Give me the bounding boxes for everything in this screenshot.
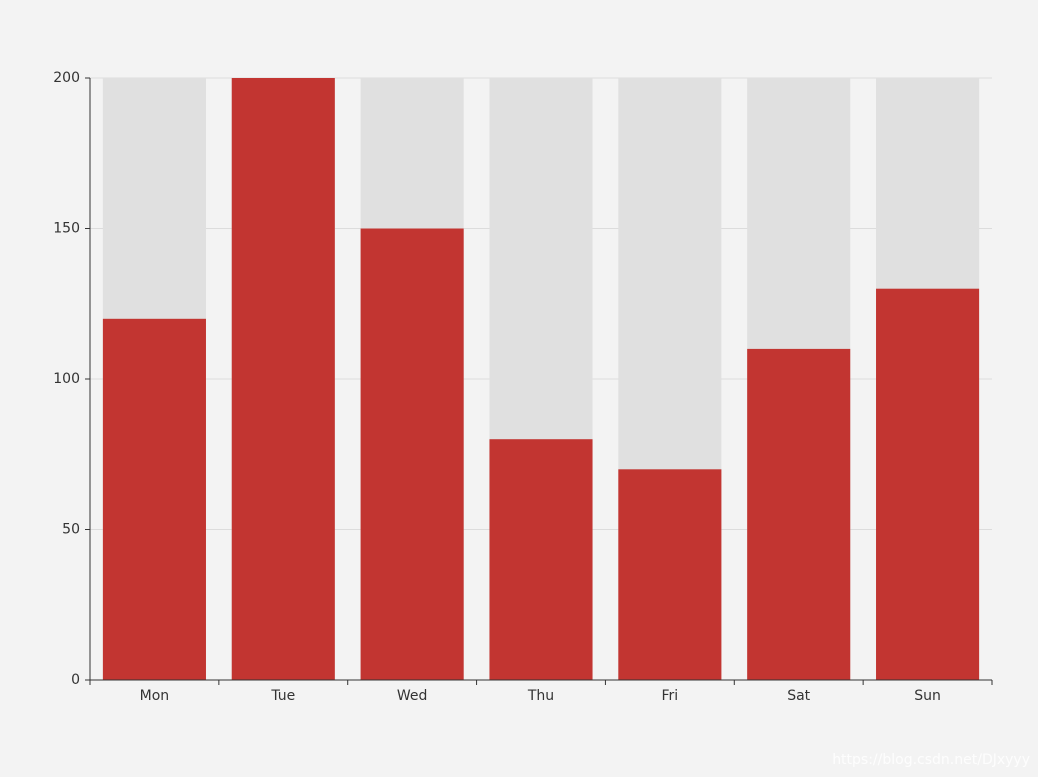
- x-tick-label: Fri: [662, 688, 679, 704]
- bar: [102, 318, 206, 680]
- x-tick-label: Tue: [270, 688, 295, 704]
- y-tick-label: 0: [71, 672, 80, 688]
- x-tick-label: Sat: [787, 688, 810, 704]
- x-tick-label: Thu: [527, 688, 554, 704]
- y-tick-label: 50: [62, 522, 80, 538]
- x-tick-label: Wed: [397, 688, 428, 704]
- bar: [747, 348, 851, 680]
- y-tick-label: 100: [53, 371, 80, 387]
- bar: [489, 439, 593, 680]
- x-tick-label: Sun: [914, 688, 941, 704]
- watermark: https://blog.csdn.net/DJxyyy: [832, 752, 1030, 768]
- y-tick-label: 150: [53, 221, 80, 237]
- bar: [231, 78, 335, 680]
- bar: [618, 469, 722, 680]
- bar: [360, 228, 464, 680]
- x-tick-label: Mon: [140, 688, 170, 704]
- bar: [876, 288, 980, 680]
- y-tick-label: 200: [53, 70, 80, 86]
